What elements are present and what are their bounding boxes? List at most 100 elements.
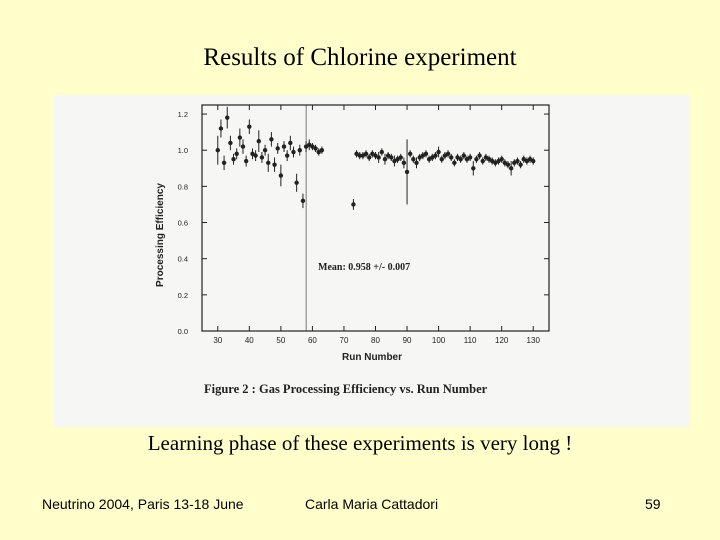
point-marker <box>439 157 444 162</box>
data-point <box>281 141 287 153</box>
point-marker <box>445 151 451 157</box>
data-point <box>288 135 293 151</box>
point-marker <box>291 149 296 155</box>
data-point <box>480 157 485 165</box>
data-point <box>291 146 296 158</box>
chart-labels: Mean: 0.958 +/- 0.007 Run Number Process… <box>155 183 488 396</box>
data-point <box>467 153 473 162</box>
point-marker <box>256 138 261 144</box>
data-point <box>234 148 239 160</box>
scanned-figure: 30 40 50 60 70 80 90 100 110 120 130 0.0 0.2 0.4 0.6 0.… <box>54 95 690 427</box>
data-point <box>398 153 403 162</box>
chart-xlabel: Run Number <box>342 352 402 363</box>
point-marker <box>247 124 252 129</box>
point-marker <box>231 157 236 162</box>
point-marker <box>436 149 441 155</box>
data-point <box>351 199 356 210</box>
data-point <box>515 157 520 165</box>
chart-points <box>215 106 536 210</box>
data-point <box>477 152 482 160</box>
data-point <box>499 155 504 163</box>
point-marker <box>266 160 271 166</box>
chart-annotation: Mean: 0.958 +/- 0.007 <box>318 262 410 273</box>
point-marker <box>234 151 239 157</box>
data-point <box>275 142 280 154</box>
data-point <box>253 150 258 162</box>
data-point <box>221 155 227 171</box>
data-point <box>458 155 463 163</box>
data-point <box>240 139 246 154</box>
data-point <box>449 153 454 162</box>
point-marker <box>218 126 224 131</box>
point-marker <box>269 137 274 142</box>
point-marker <box>382 157 388 162</box>
point-marker <box>225 115 230 120</box>
point-marker <box>379 149 385 155</box>
point-marker <box>275 146 280 151</box>
chart-ylabel: Processing Efficiency <box>155 183 166 287</box>
plot-frame <box>201 104 550 332</box>
point-marker <box>411 157 416 162</box>
point-marker <box>467 155 473 160</box>
slide-title: Results of Chlorine experiment <box>203 44 517 71</box>
point-marker <box>228 140 233 146</box>
x-tick-label: 90 <box>403 336 412 345</box>
y-tick-label: 0.2 <box>178 291 188 300</box>
x-tick-label: 110 <box>464 336 477 345</box>
data-point <box>303 141 309 153</box>
data-point <box>228 135 233 151</box>
data-point <box>433 152 438 160</box>
point-marker <box>505 162 511 167</box>
point-marker <box>366 155 372 160</box>
point-marker <box>281 144 287 149</box>
point-marker <box>300 198 306 204</box>
x-tick-label: 50 <box>276 336 285 345</box>
x-tick-label: 120 <box>495 336 509 345</box>
data-point <box>404 139 410 205</box>
point-marker <box>531 158 536 164</box>
data-point <box>366 153 372 162</box>
data-point <box>262 144 268 156</box>
point-marker <box>221 160 227 166</box>
data-point <box>471 161 476 176</box>
data-point <box>445 150 451 158</box>
data-point <box>297 144 302 156</box>
data-point <box>243 155 249 167</box>
point-marker <box>243 158 249 164</box>
data-point <box>452 159 457 167</box>
point-marker <box>313 146 318 151</box>
point-marker <box>401 160 407 166</box>
data-point <box>250 148 255 160</box>
point-marker <box>215 148 220 153</box>
data-point <box>272 157 277 172</box>
data-point <box>357 152 362 160</box>
point-marker <box>389 155 394 160</box>
point-marker <box>471 166 476 171</box>
data-point <box>278 164 284 187</box>
data-point <box>436 146 441 158</box>
data-point <box>266 153 271 172</box>
point-marker <box>319 148 325 153</box>
point-marker <box>363 151 369 157</box>
point-marker <box>518 162 523 167</box>
x-tick-label: 40 <box>245 336 254 345</box>
data-point <box>411 155 416 163</box>
point-marker <box>253 153 258 158</box>
data-point <box>401 157 407 169</box>
point-marker <box>452 160 457 166</box>
point-marker <box>458 157 463 162</box>
point-marker <box>474 157 479 162</box>
point-marker <box>408 151 413 157</box>
point-marker <box>515 158 520 164</box>
data-point <box>461 152 467 160</box>
figure-caption: Figure 2 : Gas Processing Efficiency vs.… <box>204 382 488 396</box>
point-marker <box>477 153 482 158</box>
data-point <box>294 173 299 192</box>
point-marker <box>259 155 265 160</box>
footer-conference: Neutrino 2004, Paris 13-18 June <box>42 496 244 512</box>
data-point <box>247 119 252 134</box>
point-marker <box>284 153 290 158</box>
data-point <box>237 128 243 147</box>
data-point <box>218 119 224 138</box>
point-marker <box>404 169 410 175</box>
